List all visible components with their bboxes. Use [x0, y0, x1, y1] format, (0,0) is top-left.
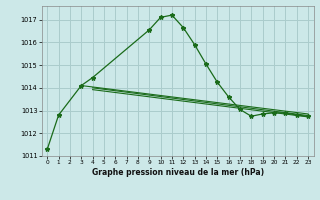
X-axis label: Graphe pression niveau de la mer (hPa): Graphe pression niveau de la mer (hPa) — [92, 168, 264, 177]
